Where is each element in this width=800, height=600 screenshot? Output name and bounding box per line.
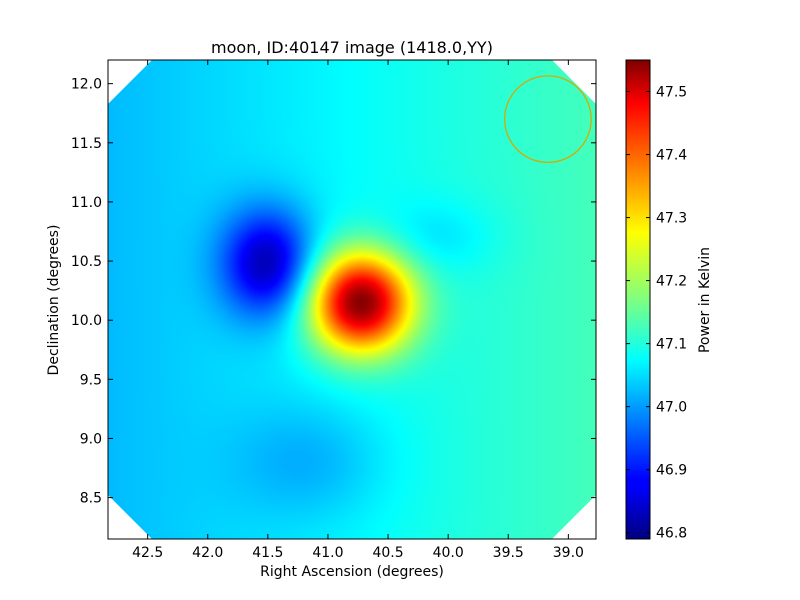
colorbar-tick-label: 47.3 bbox=[656, 211, 687, 227]
footprint-corner-top-left bbox=[108, 60, 152, 104]
colorbar: 46.8 46.9 47.0 47.1 47.2 47.3 47.4 47.5 Power i… bbox=[625, 59, 713, 542]
heatmap-image bbox=[108, 60, 596, 539]
y-axis: 8.5 9.0 9.5 10.0 10.5 11.0 11.5 12.0 bbox=[71, 77, 596, 507]
chart-title: moon, ID:40147 image (1418.0,YY) bbox=[211, 38, 493, 57]
x-tick-label: 40.0 bbox=[433, 545, 464, 561]
colorbar-tick-label: 47.0 bbox=[656, 400, 687, 416]
colorbar-tick-label: 47.5 bbox=[656, 85, 687, 101]
x-tick-label: 42.0 bbox=[192, 545, 223, 561]
colorbar-tick-label: 47.2 bbox=[656, 274, 687, 290]
y-axis-label: Declination (degrees) bbox=[46, 225, 62, 376]
colorbar-tick-label: 46.9 bbox=[656, 463, 687, 479]
footprint-corner-bottom-right bbox=[552, 495, 596, 539]
heatmap-area bbox=[108, 60, 596, 539]
footprint-corner-bottom-left bbox=[108, 495, 152, 539]
x-tick-label: 41.5 bbox=[252, 545, 283, 561]
y-tick-label: 8.5 bbox=[80, 491, 102, 507]
x-tick-label: 39.5 bbox=[493, 545, 524, 561]
colorbar-gradient bbox=[625, 59, 651, 540]
footprint-corner-top-right bbox=[552, 60, 596, 104]
y-tick-label: 10.0 bbox=[71, 313, 102, 329]
x-tick-label: 42.5 bbox=[132, 545, 163, 561]
x-tick-label: 40.5 bbox=[372, 545, 403, 561]
beam-circle bbox=[504, 75, 592, 164]
y-tick-label: 10.5 bbox=[71, 254, 102, 270]
y-tick-label: 9.0 bbox=[80, 431, 102, 447]
x-axis-label: Right Ascension (degrees) bbox=[260, 564, 444, 580]
x-axis: 42.5 42.0 41.5 41.0 40.5 40.0 39.5 39.0 bbox=[132, 60, 584, 561]
colorbar-tick-label: 47.4 bbox=[656, 148, 687, 164]
colorbar-tick-label: 46.8 bbox=[656, 526, 687, 542]
y-tick-label: 12.0 bbox=[71, 77, 102, 93]
plot-frame bbox=[107, 59, 597, 540]
colorbar-tick-label: 47.1 bbox=[656, 337, 687, 353]
y-tick-label: 9.5 bbox=[80, 372, 102, 388]
colorbar-ticks: 46.8 46.9 47.0 47.1 47.2 47.3 47.4 47.5 bbox=[626, 85, 687, 542]
colorbar-label: Power in Kelvin bbox=[697, 247, 713, 353]
y-tick-label: 11.0 bbox=[71, 195, 102, 211]
y-tick-label: 11.5 bbox=[71, 136, 102, 152]
x-tick-label: 39.0 bbox=[553, 545, 584, 561]
x-tick-label: 41.0 bbox=[312, 545, 343, 561]
